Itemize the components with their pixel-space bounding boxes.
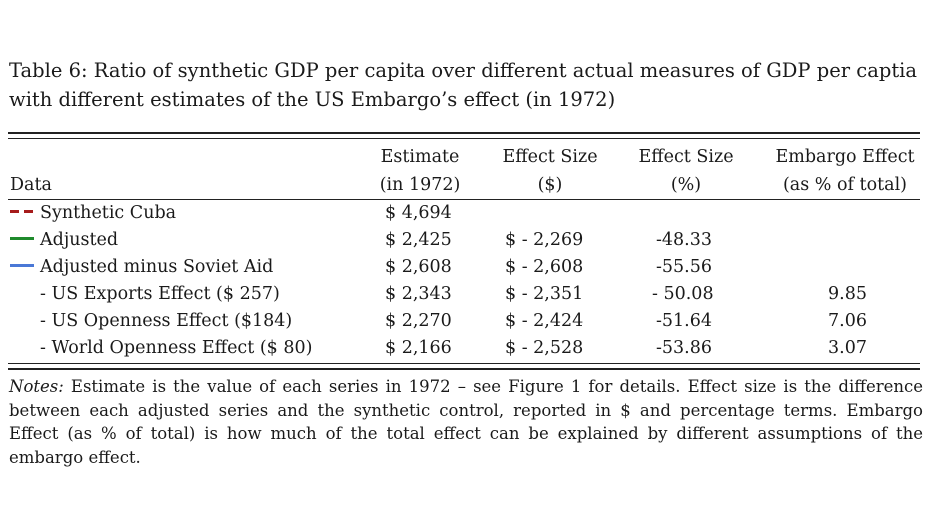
table-cell-estimate: $ 2,425 [385, 230, 452, 250]
table-row-label: Adjusted minus Soviet Aid [10, 254, 273, 280]
table-row-label: Synthetic Cuba [10, 200, 176, 226]
table-cell-effect-dollar: $ - 2,528 [505, 338, 584, 358]
table-cell-effect-dollar: $ - 2,269 [505, 230, 584, 250]
header-effect-size-pct-line1: Effect Size [638, 147, 734, 167]
bottom-rule-thick [8, 368, 920, 370]
table-row-label: - US Openness Effect ($184) [40, 311, 293, 331]
table-caption: Table 6: Ratio of synthetic GDP per capi… [9, 59, 918, 111]
bottom-rule-thin [8, 363, 920, 364]
table-cell-estimate: $ 2,608 [385, 257, 452, 277]
header-effect-size-dollar-line1: Effect Size [502, 147, 598, 167]
header-rule [8, 199, 920, 200]
table-cell-estimate: $ 2,166 [385, 338, 452, 358]
notes-text: Estimate is the value of each series in … [9, 377, 923, 467]
header-embargo-line2: (as % of total) [782, 175, 908, 195]
header-estimate-line2: (in 1972) [379, 175, 461, 195]
top-rule-thin [8, 138, 920, 139]
top-rule-thick [8, 132, 920, 134]
notes-label: Notes: [9, 377, 64, 396]
table-cell-embargo: 7.06 [828, 311, 867, 331]
header-effect-size-pct-line2: (%) [670, 175, 702, 195]
table-cell-effect-pct: -48.33 [656, 230, 713, 250]
table-cell-effect-pct: -51.64 [656, 311, 713, 331]
table-cell-effect-pct: -55.56 [656, 257, 713, 277]
table-cell-effect-pct: -53.86 [656, 338, 713, 358]
table-cell-embargo: 3.07 [828, 338, 867, 358]
table-cell-estimate: $ 4,694 [385, 203, 452, 223]
green-line-icon [10, 237, 34, 240]
table-cell-estimate: $ 2,343 [385, 284, 452, 304]
header-embargo-line1: Embargo Effect [775, 147, 915, 167]
header-effect-size-dollar-line2: ($) [537, 175, 563, 195]
table-row-label: - US Exports Effect ($ 257) [40, 284, 280, 304]
table-cell-estimate: $ 2,270 [385, 311, 452, 331]
table-row-label: Adjusted [10, 227, 118, 253]
table-cell-effect-dollar: $ - 2,424 [505, 311, 584, 331]
table-cell-effect-dollar: $ - 2,608 [505, 257, 584, 277]
table-cell-effect-pct: - 50.08 [652, 284, 714, 304]
table-cell-embargo: 9.85 [828, 284, 867, 304]
blue-line-icon [10, 264, 34, 267]
table-notes: Notes: Estimate is the value of each ser… [9, 375, 923, 469]
header-data: Data [10, 175, 52, 195]
table-row-label: - World Openness Effect ($ 80) [40, 338, 313, 358]
table-cell-effect-dollar: $ - 2,351 [505, 284, 584, 304]
dashed-red-line-icon [10, 210, 34, 213]
header-estimate-line1: Estimate [380, 147, 460, 167]
